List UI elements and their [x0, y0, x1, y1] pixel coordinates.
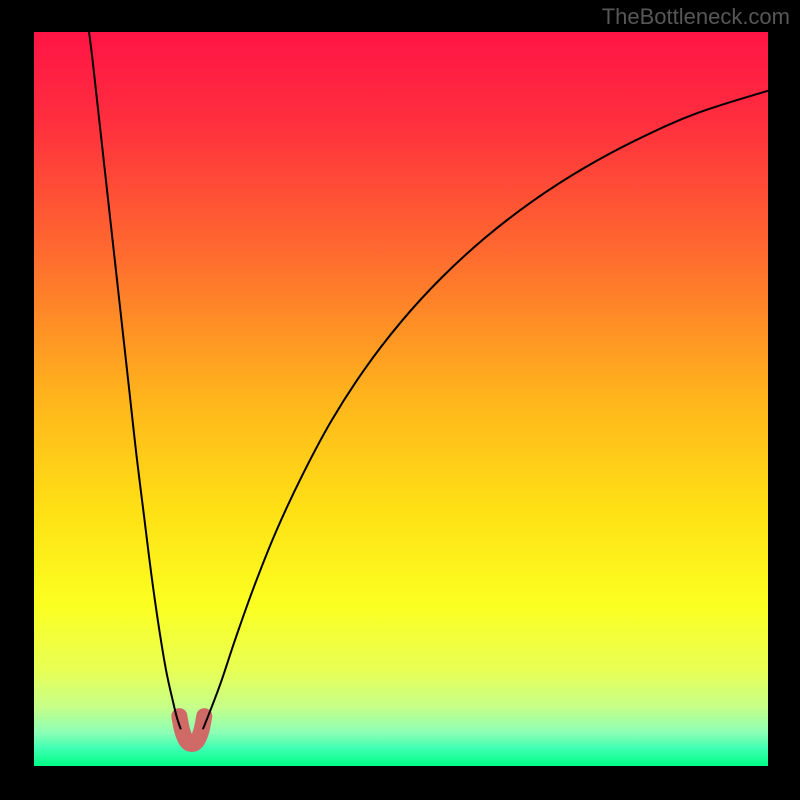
chart-container: TheBottleneck.com — [0, 0, 800, 800]
plot-svg — [34, 32, 768, 766]
gradient-background — [34, 32, 768, 766]
source-watermark: TheBottleneck.com — [602, 4, 790, 30]
plot-area — [34, 32, 768, 766]
